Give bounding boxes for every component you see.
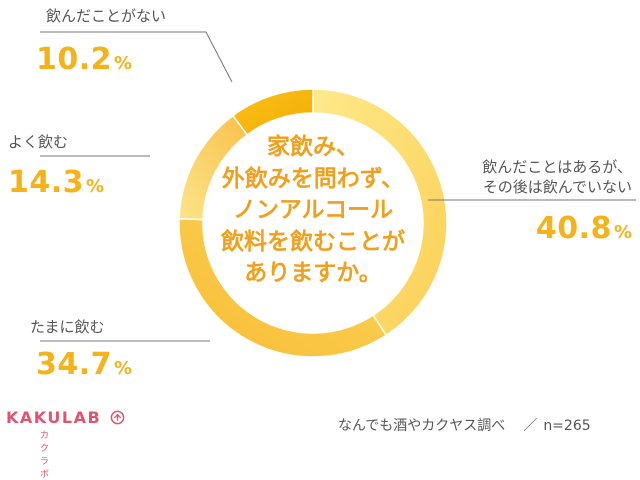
question-line-4: 飲料を飲むことが <box>221 228 405 255</box>
logo-mark-icon <box>110 410 125 425</box>
slice-value-often-number: 14.3 <box>8 165 85 200</box>
slice-label-often: よく飲む <box>8 133 69 151</box>
source-footer: なんでも酒やカクヤス調べ ／ n=265 <box>338 415 591 435</box>
slice-value-stopped: 40.8% <box>536 214 632 244</box>
source-text: なんでも酒やカクヤス調べ <box>338 418 506 434</box>
slice-value-sometimes-unit: % <box>114 358 133 379</box>
slice-label-never: 飲んだことがない <box>46 7 167 25</box>
slice-label-stopped-line-2: その後は飲んでいない <box>482 178 632 196</box>
slice-label-sometimes: たまに飲む <box>30 318 105 336</box>
logo-text: KAKULAB <box>6 408 102 427</box>
slice-value-never-number: 10.2 <box>36 42 113 77</box>
question-line-1: 家飲み、 <box>267 134 359 160</box>
logo-subtext: カクラボ <box>40 431 51 480</box>
slice-value-never-unit: % <box>114 53 133 74</box>
slice-value-sometimes-number: 34.7 <box>36 347 113 382</box>
slice-value-stopped-unit: % <box>613 222 632 243</box>
question-line-2: 外飲みを問わず、 <box>221 165 405 192</box>
slice-label-stopped: 飲んだことはあるが、 その後は飲んでいない <box>482 157 632 197</box>
slice-never <box>231 88 314 136</box>
slice-label-stopped-line-1: 飲んだことはあるが、 <box>482 158 632 176</box>
question-line-3: ノンアルコール <box>232 197 394 223</box>
leader-line-never <box>40 31 233 83</box>
chart-stage: 飲んだことがない 10.2% よく飲む 14.3% たまに飲む 34.7% 飲ん… <box>6 7 636 480</box>
slice-value-often-unit: % <box>86 176 105 197</box>
sample-size-text: n=265 <box>543 418 591 434</box>
slice-value-often: 14.3% <box>8 168 104 198</box>
question-line-5: ありますか。 <box>244 260 382 286</box>
slice-value-never: 10.2% <box>36 45 132 75</box>
slice-value-stopped-number: 40.8 <box>535 211 612 246</box>
survey-question: 家飲み、 外飲みを問わず、 ノンアルコール 飲料を飲むことが ありますか。 <box>188 132 438 290</box>
slice-value-sometimes: 34.7% <box>36 350 132 380</box>
donut-chart <box>40 31 636 358</box>
separator-text: ／ <box>523 418 538 434</box>
